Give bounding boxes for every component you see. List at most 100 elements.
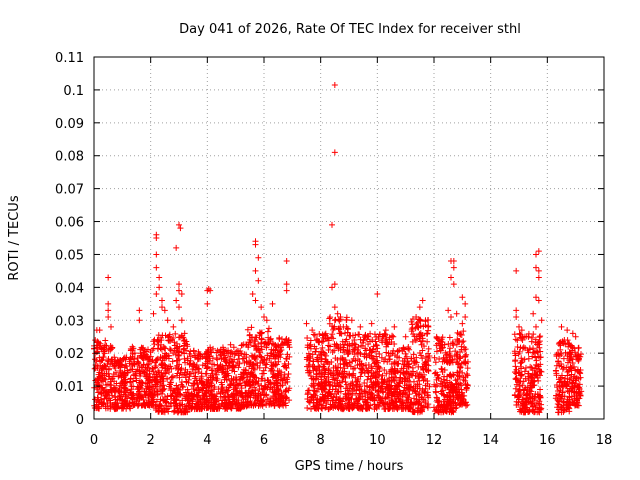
data-point bbox=[185, 389, 192, 396]
data-point bbox=[116, 359, 123, 366]
data-point bbox=[322, 369, 329, 376]
data-point bbox=[135, 359, 142, 366]
data-point bbox=[218, 355, 225, 362]
y-tick-label: 0.03 bbox=[55, 314, 84, 329]
data-point bbox=[366, 389, 373, 396]
x-tick-label: 2 bbox=[147, 433, 155, 448]
data-point bbox=[250, 379, 257, 386]
data-point bbox=[218, 369, 225, 376]
data-point bbox=[533, 264, 539, 271]
data-point bbox=[450, 281, 457, 288]
data-point bbox=[161, 396, 168, 403]
data-point bbox=[167, 393, 174, 400]
data-point bbox=[410, 378, 417, 385]
data-point bbox=[209, 370, 216, 377]
data-point bbox=[225, 387, 232, 394]
data-point bbox=[185, 376, 192, 383]
data-point bbox=[145, 392, 152, 399]
data-point bbox=[395, 382, 402, 389]
data-point bbox=[376, 371, 383, 378]
data-point bbox=[140, 361, 147, 368]
data-point bbox=[518, 327, 525, 334]
y-tick-label: 0.11 bbox=[55, 51, 84, 66]
data-point bbox=[337, 383, 344, 390]
data-point bbox=[413, 314, 420, 321]
data-point bbox=[283, 281, 290, 288]
data-point bbox=[136, 317, 143, 324]
data-point bbox=[342, 391, 349, 398]
data-point bbox=[538, 401, 545, 408]
data-point bbox=[151, 376, 158, 383]
data-point bbox=[134, 355, 141, 362]
data-point bbox=[323, 404, 330, 411]
data-point bbox=[568, 351, 575, 358]
data-point bbox=[356, 331, 363, 338]
data-point bbox=[512, 336, 519, 343]
data-point bbox=[170, 408, 177, 415]
data-point bbox=[518, 365, 525, 372]
data-point bbox=[327, 401, 334, 408]
data-point bbox=[331, 347, 338, 354]
data-point bbox=[321, 380, 328, 387]
data-point bbox=[151, 341, 158, 348]
data-point bbox=[518, 372, 525, 379]
data-point bbox=[445, 341, 452, 348]
x-tick-label: 16 bbox=[539, 433, 556, 448]
data-point bbox=[173, 372, 180, 379]
data-point bbox=[360, 337, 367, 344]
data-point bbox=[275, 371, 282, 378]
data-point bbox=[102, 363, 109, 370]
data-point bbox=[350, 355, 357, 362]
data-point bbox=[560, 355, 567, 362]
data-point bbox=[156, 274, 163, 281]
data-point bbox=[195, 389, 202, 396]
data-point bbox=[516, 393, 523, 400]
data-point bbox=[171, 397, 178, 404]
data-point bbox=[282, 362, 289, 369]
y-tick-label: 0.01 bbox=[55, 380, 84, 395]
data-point bbox=[245, 344, 252, 351]
data-point bbox=[356, 405, 363, 412]
data-point bbox=[337, 360, 344, 367]
data-point bbox=[397, 374, 404, 381]
data-point bbox=[351, 337, 358, 344]
data-point bbox=[228, 400, 235, 407]
data-point bbox=[310, 380, 317, 387]
data-point bbox=[362, 398, 369, 405]
data-point bbox=[373, 342, 380, 349]
data-point bbox=[359, 393, 366, 400]
data-point bbox=[330, 325, 337, 332]
data-point bbox=[188, 395, 195, 402]
data-point bbox=[214, 375, 221, 382]
data-point bbox=[576, 369, 583, 376]
data-point bbox=[406, 346, 413, 353]
data-point bbox=[464, 401, 471, 408]
data-point bbox=[105, 389, 112, 396]
data-point bbox=[518, 407, 525, 414]
data-point bbox=[112, 393, 119, 400]
data-point bbox=[141, 369, 148, 376]
data-point bbox=[247, 390, 254, 397]
data-point bbox=[446, 351, 453, 358]
data-point bbox=[153, 235, 160, 241]
data-point bbox=[184, 386, 191, 393]
data-point bbox=[515, 388, 522, 395]
data-point bbox=[350, 386, 357, 393]
data-point bbox=[169, 373, 176, 380]
data-point bbox=[159, 297, 165, 304]
data-point bbox=[138, 344, 145, 351]
data-point bbox=[224, 393, 231, 400]
data-point bbox=[369, 365, 376, 372]
data-point bbox=[244, 401, 251, 408]
data-point bbox=[513, 376, 520, 383]
data-point bbox=[92, 377, 99, 384]
data-point bbox=[519, 403, 526, 410]
data-point bbox=[312, 376, 319, 383]
data-point bbox=[559, 405, 566, 412]
data-point bbox=[454, 360, 461, 367]
data-point bbox=[517, 378, 524, 385]
data-point bbox=[177, 405, 184, 412]
data-point bbox=[516, 406, 523, 413]
data-point bbox=[454, 356, 461, 363]
data-point bbox=[227, 381, 234, 388]
